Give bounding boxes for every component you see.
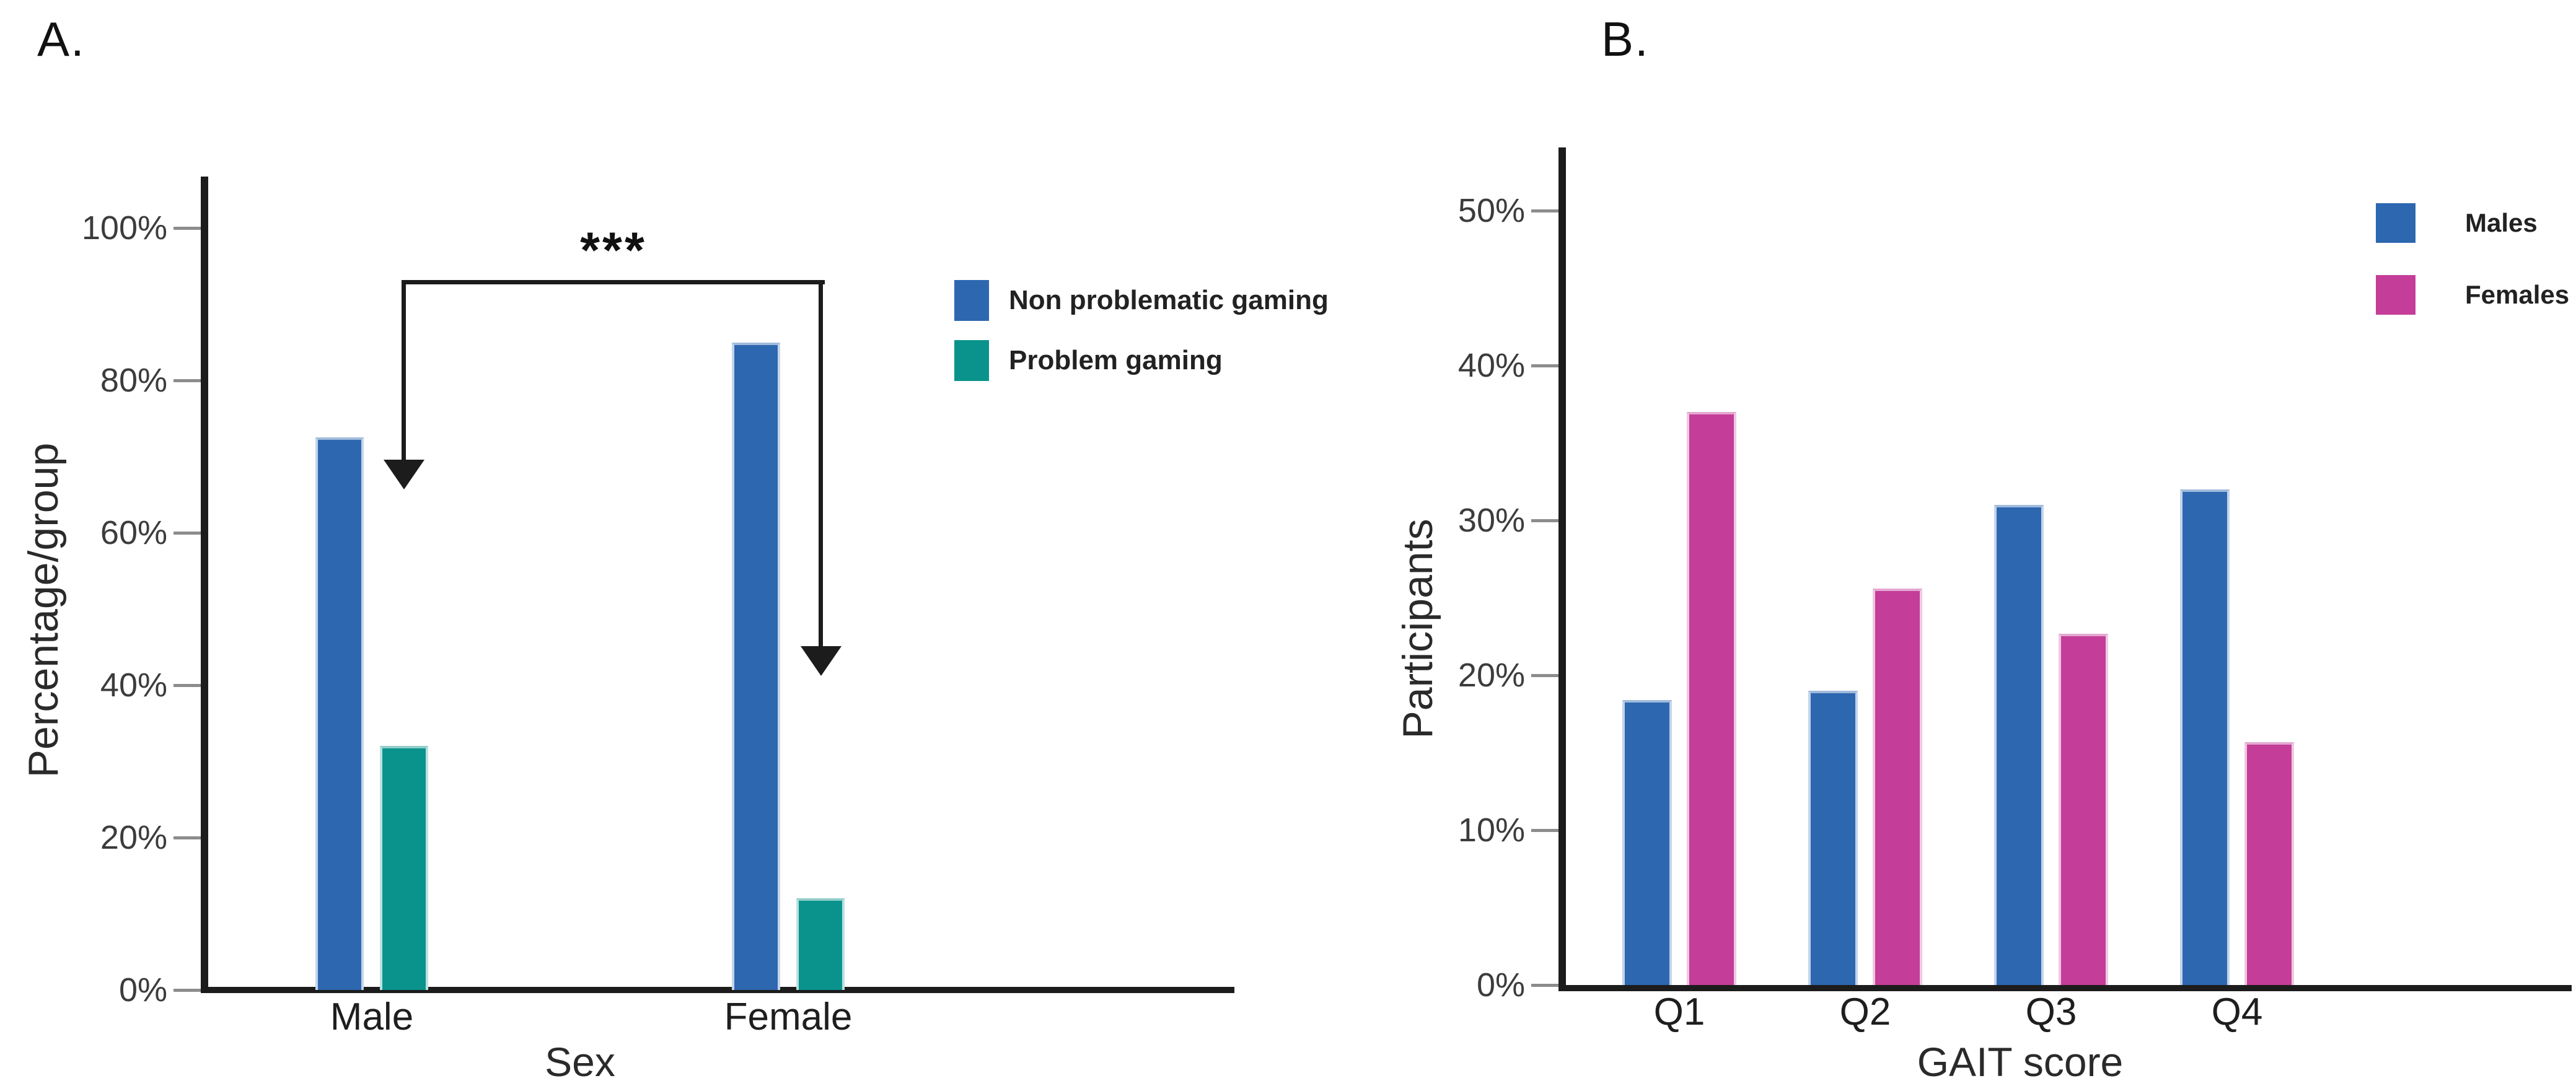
y-tick-mark — [1531, 829, 1558, 832]
bar-males-q4 — [2180, 489, 2230, 985]
bracket-horizontal-line — [402, 280, 825, 284]
bar-females-q2 — [1873, 589, 1922, 985]
y-tick-mark — [174, 379, 201, 382]
x-category-label: Q2 — [1839, 991, 1891, 1033]
y-tick-label: 100% — [81, 209, 167, 247]
panel-b-label: B. — [1601, 12, 1650, 66]
y-tick-mark — [174, 989, 201, 992]
y-tick-label: 20% — [1457, 657, 1525, 694]
panel-b-y-axis-line — [1558, 147, 1566, 991]
panel-a-label: A. — [37, 12, 86, 66]
panel-a-y-axis-line — [201, 177, 208, 993]
legend-swatch-non-problematic — [954, 280, 989, 321]
y-tick-label: 40% — [100, 667, 167, 704]
x-category-label: Q3 — [2025, 991, 2077, 1033]
x-category-label: Male — [330, 996, 414, 1038]
bar-males-q2 — [1808, 691, 1858, 985]
y-tick-label: 50% — [1457, 192, 1525, 229]
bar-females-q1 — [1687, 412, 1736, 985]
y-tick-mark — [1531, 984, 1558, 987]
y-tick-mark — [1531, 364, 1558, 367]
y-tick-mark — [1531, 674, 1558, 677]
bar-non-problematic-gaming-male — [315, 437, 364, 990]
y-tick-mark — [1531, 209, 1558, 212]
panel-a-x-axis-line — [201, 987, 1234, 993]
legend-label: Problem gaming — [1009, 345, 1223, 375]
bracket-right-line — [819, 280, 823, 648]
legend-swatch-females — [2376, 275, 2416, 315]
y-tick-mark — [174, 532, 201, 535]
y-tick-mark — [174, 836, 201, 839]
y-tick-label: 60% — [100, 514, 167, 551]
y-tick-label: 20% — [100, 819, 167, 856]
down-arrow-icon — [801, 646, 842, 676]
y-tick-mark — [1531, 519, 1558, 522]
y-tick-label: 40% — [1457, 347, 1525, 384]
bracket-left-line — [402, 280, 406, 462]
bar-problem-gaming-female — [796, 898, 845, 990]
legend-label: Females — [2465, 280, 2570, 309]
legend-swatch-males — [2376, 203, 2416, 243]
bar-non-problematic-gaming-female — [732, 342, 780, 990]
x-category-label: Q1 — [1653, 991, 1705, 1033]
down-arrow-icon — [384, 460, 424, 489]
bar-females-q4 — [2244, 742, 2294, 985]
y-tick-label: 0% — [118, 971, 167, 1009]
x-category-label: Female — [724, 996, 853, 1038]
bar-problem-gaming-male — [380, 746, 428, 990]
y-tick-label: 80% — [100, 362, 167, 399]
significance-stars: *** — [580, 222, 647, 279]
bar-females-q3 — [2059, 633, 2108, 985]
y-tick-label: 0% — [1476, 966, 1525, 1004]
panel-b-y-axis-title: Participants — [1394, 519, 1441, 739]
y-tick-mark — [174, 227, 201, 230]
panel-a-x-axis-title: Sex — [545, 1039, 615, 1085]
panel-b-x-axis-line — [1558, 985, 2572, 991]
bar-males-q1 — [1622, 700, 1672, 985]
panel-b-x-axis-title: GAIT score — [1917, 1039, 2124, 1085]
x-category-label: Q4 — [2211, 991, 2263, 1033]
bar-males-q3 — [1994, 505, 2044, 985]
legend-label: Non problematic gaming — [1009, 285, 1329, 315]
y-tick-label: 10% — [1457, 812, 1525, 849]
legend-swatch-problem-gaming — [954, 340, 989, 381]
legend-label: Males — [2465, 208, 2538, 237]
y-tick-label: 30% — [1457, 502, 1525, 539]
y-tick-mark — [174, 684, 201, 687]
